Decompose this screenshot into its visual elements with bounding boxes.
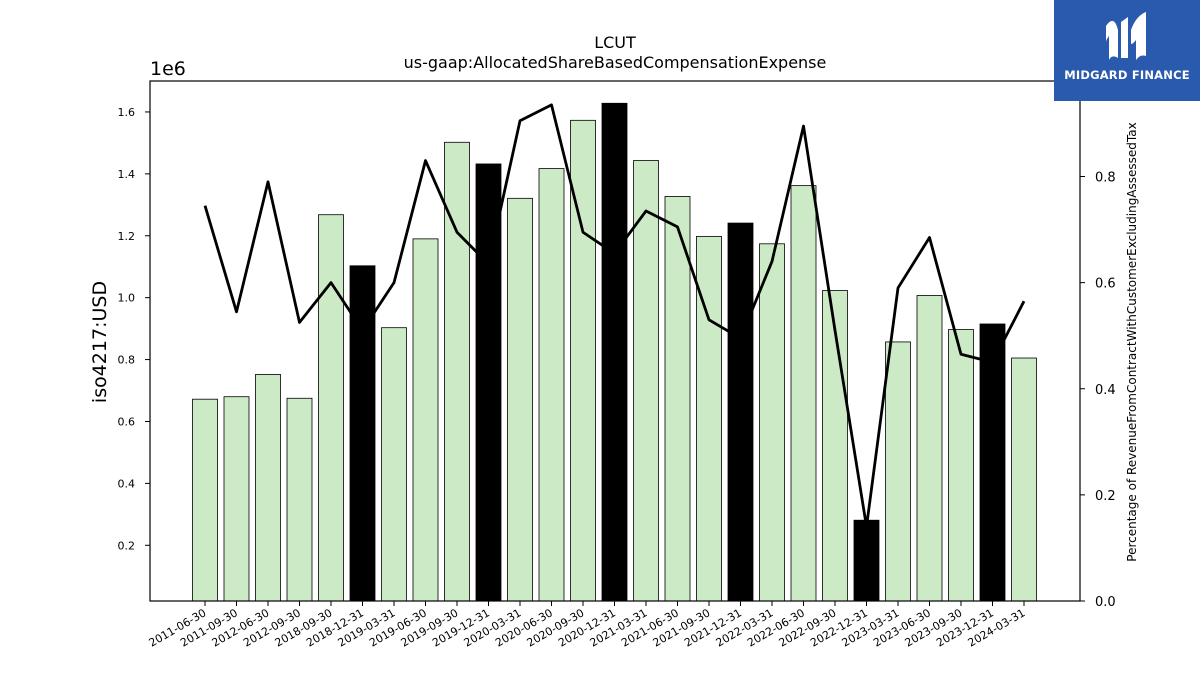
bar bbox=[286, 397, 313, 602]
bar bbox=[916, 295, 943, 602]
bar bbox=[223, 396, 250, 602]
ratio-line bbox=[203, 103, 1026, 529]
midgard-logo-icon bbox=[1106, 12, 1146, 60]
y2-tick-label: 0.2 bbox=[1095, 489, 1116, 504]
bar-highlighted bbox=[349, 265, 376, 602]
y-tick-label: 1.2 bbox=[118, 230, 136, 243]
chart-subtitle: us-gaap:AllocatedShareBasedCompensationE… bbox=[404, 53, 827, 72]
y-multiplier-label: 1e6 bbox=[150, 58, 186, 80]
bar bbox=[664, 196, 691, 602]
bar bbox=[1011, 357, 1037, 602]
bar-series bbox=[192, 102, 1037, 602]
y2-tick-label: 0.4 bbox=[1095, 383, 1116, 398]
bar bbox=[885, 341, 911, 602]
brand-name: MIDGARD FINANCE bbox=[1064, 68, 1190, 82]
y-tick-label: 1.0 bbox=[118, 292, 136, 305]
y-axis-ticks: 0.2 0.4 0.6 0.8 1.0 1.2 1.4 1.6 bbox=[118, 106, 150, 552]
y2-tick-label: 0.8 bbox=[1095, 171, 1116, 186]
y-tick-label: 1.6 bbox=[118, 106, 136, 119]
plot-frame bbox=[149, 80, 1081, 602]
bar bbox=[412, 238, 439, 602]
bar bbox=[318, 214, 344, 602]
bar bbox=[381, 327, 407, 602]
y-tick-label: 0.4 bbox=[118, 477, 136, 490]
bar bbox=[538, 168, 565, 602]
bar bbox=[790, 185, 817, 602]
y2-axis-ticks: 0.0 0.2 0.4 0.6 0.8 bbox=[1080, 171, 1116, 610]
y-tick-label: 0.6 bbox=[118, 415, 136, 428]
bar-highlighted bbox=[727, 222, 754, 602]
bar bbox=[948, 329, 974, 602]
y-tick-label: 0.2 bbox=[118, 539, 136, 552]
y-tick-label: 0.8 bbox=[118, 354, 136, 367]
x-axis-ticks: 2011-06-302011-09-302012-06-302012-09-30… bbox=[147, 601, 1028, 650]
bar-highlighted bbox=[601, 102, 628, 602]
y2-tick-label: 0.6 bbox=[1095, 277, 1116, 292]
bar-highlighted bbox=[475, 163, 502, 602]
bar bbox=[255, 374, 281, 602]
bar bbox=[759, 243, 785, 602]
bar bbox=[507, 197, 533, 602]
bar-highlighted bbox=[979, 323, 1006, 602]
y2-tick-label: 0.0 bbox=[1095, 595, 1116, 610]
bar bbox=[633, 160, 659, 602]
bar-highlighted bbox=[853, 519, 880, 602]
y-axis-label: iso4217:USD bbox=[89, 281, 111, 403]
brand-logo: MIDGARD FINANCE bbox=[1054, 0, 1200, 101]
y2-axis-label: Percentage of RevenueFromContractWithCus… bbox=[1125, 122, 1139, 561]
y-tick-label: 1.4 bbox=[118, 168, 136, 181]
bar bbox=[192, 398, 218, 602]
chart-title: LCUT bbox=[594, 33, 636, 52]
